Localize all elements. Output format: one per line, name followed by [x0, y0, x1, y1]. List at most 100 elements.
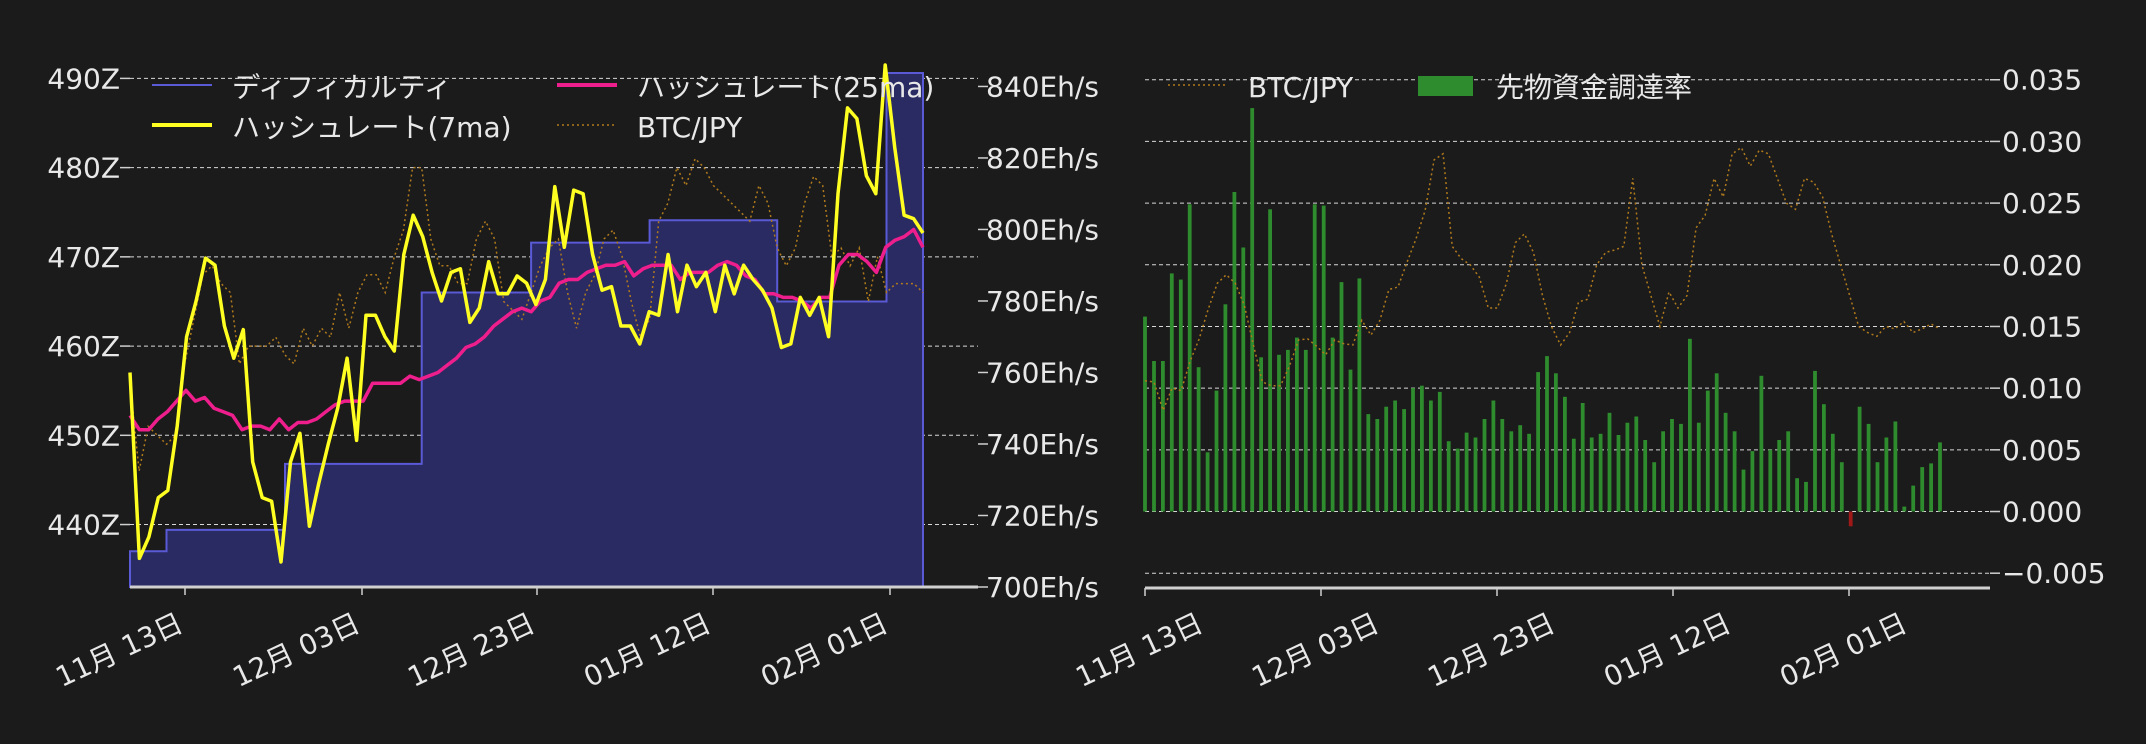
left-axes	[130, 585, 978, 595]
right-y-tick-label: 0.015	[2002, 310, 2082, 343]
funding-rate-bar	[1491, 400, 1496, 512]
funding-rate-bar	[1580, 403, 1585, 512]
left-x-tick-label: 01月 12日	[579, 606, 716, 693]
funding-rate-bar	[1795, 478, 1799, 512]
left-right-y-tick-label: 780Eh/s	[986, 285, 1099, 318]
funding-rate-bar	[1625, 422, 1630, 512]
right-x-tick-label: 02月 01日	[1775, 606, 1912, 693]
legend-label-difficulty: ディフィカルティ	[232, 71, 452, 104]
left-y-right-axis-labels: 700Eh/s 720Eh/s 740Eh/s 760Eh/s 780Eh/s 800Eh…	[986, 70, 1099, 604]
funding-rate-bar	[1938, 442, 1942, 512]
funding-rate-bar	[1429, 400, 1433, 512]
btc-jpy-series-left	[129, 157, 924, 472]
funding-rate-bar	[1830, 433, 1835, 512]
right-y-tick-label: 0.020	[2002, 249, 2082, 282]
funding-rate-bar	[1545, 356, 1549, 512]
funding-rate-bar	[1536, 372, 1540, 512]
hashrate-25ma-line	[128, 227, 925, 432]
left-x-tick-label: 12月 23日	[403, 606, 540, 693]
legend-label-funding-rate: 先物資金調達率	[1496, 71, 1692, 104]
funding-rate-bar	[1902, 506, 1907, 512]
right-y-tick-label: 0.025	[2002, 187, 2082, 220]
btc-jpy-line-right	[1144, 146, 1941, 413]
funding-rate-bar	[1670, 419, 1674, 512]
funding-rate-bar	[1839, 462, 1844, 512]
funding-rate-bar	[1714, 373, 1719, 512]
right-axes	[1144, 586, 1990, 596]
funding-rate-bar	[1848, 511, 1853, 527]
funding-rate-bar	[1705, 390, 1710, 512]
funding-rate-bar	[1268, 209, 1272, 512]
funding-rate-bar	[1786, 431, 1791, 512]
funding-rate-bar	[1563, 396, 1567, 512]
funding-rate-bar	[1571, 438, 1576, 512]
left-right-y-tick-label: 820Eh/s	[986, 142, 1099, 175]
funding-rate-bar	[1455, 448, 1460, 512]
left-legend: ディフィカルティ ハッシュレート(7ma) ハッシュレート(25ma) BTC/…	[152, 71, 934, 144]
left-right-y-tick-label: 760Eh/s	[986, 356, 1099, 389]
funding-rate-bar	[1527, 433, 1531, 512]
left-y-tick-label: 470Z	[47, 241, 120, 274]
left-y-tick-label: 450Z	[47, 419, 120, 452]
funding-rate-bar	[1321, 205, 1326, 512]
funding-rate-bar	[1643, 440, 1648, 512]
right-y-tick-label: −0.005	[2002, 557, 2106, 590]
left-right-y-tick-label: 720Eh/s	[986, 499, 1099, 532]
funding-rate-bar	[1286, 349, 1290, 512]
left-y-tick-label: 460Z	[47, 330, 120, 363]
funding-rate-bar	[1598, 433, 1603, 512]
funding-rate-bar	[1330, 337, 1335, 512]
funding-rate-bar	[1875, 462, 1880, 512]
funding-rate-chart: −0.005 0.000 0.005 0.010 0.015 0.020 0.025 0.03…	[1071, 64, 2106, 694]
funding-rate-bar	[1187, 204, 1192, 512]
funding-rate-bar	[1661, 431, 1665, 512]
right-x-tick-label: 01月 12日	[1599, 606, 1736, 693]
funding-rate-bar	[1232, 192, 1237, 512]
funding-rate-bar	[1259, 357, 1263, 512]
legend-label-btc-jpy: BTC/JPY	[637, 111, 743, 144]
funding-rate-bars	[1143, 108, 1942, 527]
right-y-axis-labels: −0.005 0.000 0.005 0.010 0.015 0.020 0.025 0.03…	[2002, 64, 2106, 590]
right-y-tick-label: 0.010	[2002, 372, 2082, 405]
funding-rate-bar	[1509, 431, 1514, 512]
right-y-tick-label: 0.005	[2002, 434, 2082, 467]
left-y-axis-labels: 440Z 450Z 460Z 470Z 480Z 490Z	[47, 62, 120, 541]
funding-rate-bar	[1312, 204, 1317, 512]
funding-rate-bar	[1804, 481, 1808, 512]
funding-rate-bar	[1214, 390, 1219, 512]
funding-rate-bar	[1482, 419, 1487, 512]
funding-rate-bar	[1929, 463, 1933, 512]
funding-rate-bar	[1250, 108, 1255, 512]
funding-rate-bar	[1303, 349, 1308, 512]
funding-rate-bar	[1554, 373, 1558, 512]
funding-rate-bar	[1339, 282, 1344, 512]
left-y-tick-label: 490Z	[47, 62, 120, 95]
funding-rate-bar	[1205, 452, 1210, 512]
funding-rate-bar	[1634, 416, 1639, 512]
funding-rate-bar	[1241, 247, 1246, 512]
left-x-axis-labels: 11月 13日 12月 03日 12月 23日 01月 12日 02月 01日	[51, 606, 893, 693]
right-legend: BTC/JPY 先物資金調達率	[1168, 71, 1692, 104]
legend-label-btc-jpy-right: BTC/JPY	[1248, 71, 1354, 104]
hashrate-7ma-line	[128, 63, 925, 564]
legend-swatch-funding-rate	[1418, 76, 1473, 96]
btc-jpy-series-right	[1144, 146, 1941, 413]
funding-rate-bar	[1143, 316, 1147, 512]
right-y-tick-label: 0.035	[2002, 64, 2082, 97]
funding-rate-bar	[1411, 388, 1415, 512]
funding-rate-bar	[1813, 370, 1817, 512]
funding-rate-bar	[1884, 437, 1889, 512]
left-right-y-tick-label: 700Eh/s	[986, 571, 1099, 604]
legend-label-hashrate-25ma: ハッシュレート(25ma)	[637, 71, 934, 104]
right-y-tick-label: 0.000	[2002, 496, 2082, 529]
btc-jpy-line-left	[129, 157, 924, 472]
funding-rate-bar	[1679, 423, 1683, 512]
left-x-tick-label: 11月 13日	[51, 606, 188, 693]
funding-rate-bar	[1750, 451, 1755, 512]
funding-rate-bar	[1500, 419, 1505, 512]
hashrate-7ma-series	[128, 63, 925, 564]
right-x-tick-label: 12月 23日	[1423, 606, 1560, 693]
